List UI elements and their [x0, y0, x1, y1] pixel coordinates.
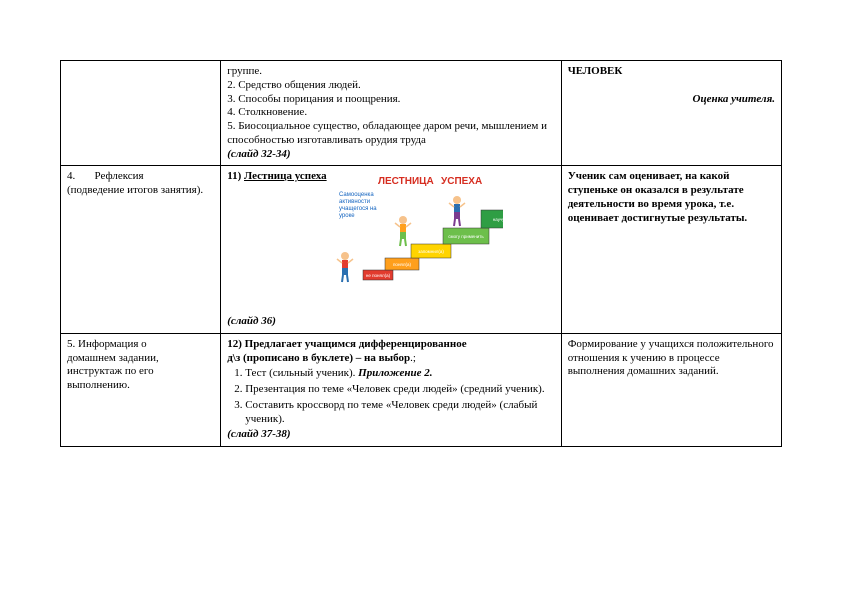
- cell-activity: 11) Лестница успеха ЛЕСТНИЦА УСПЕХА Самооц…: [221, 166, 561, 334]
- svg-text:Самооценка: Самооценка: [339, 192, 374, 198]
- text-line: 3. Способы порицания и поощрения.: [227, 93, 554, 107]
- answer-word: ЧЕЛОВЕК: [568, 65, 775, 79]
- cell-result: ЧЕЛОВЕК Оценка учителя.: [561, 61, 781, 166]
- slide-ref: (слайд 37-38): [227, 428, 554, 442]
- cell-activity: группе. 2. Средство общения людей. 3. Сп…: [221, 61, 561, 166]
- text-line: домашнем задании,: [67, 352, 214, 366]
- svg-text:запомнил(а): запомнил(а): [418, 249, 444, 254]
- table-row: 5. Информация о домашнем задании, инстру…: [61, 333, 782, 446]
- cell-activity: 12) Предлагает учащимся дифференцированн…: [221, 333, 561, 446]
- lesson-plan-table: группе. 2. Средство общения людей. 3. Сп…: [60, 60, 782, 447]
- svg-text:не понял(а): не понял(а): [366, 273, 391, 278]
- item-num: 11): [227, 170, 241, 182]
- list-item: Составить кроссворд по теме «Человек сре…: [245, 399, 554, 427]
- svg-text:учащегося на: учащегося на: [339, 206, 377, 212]
- text-line: 4. Столкновение.: [227, 106, 554, 120]
- svg-text:смогу применить: смогу применить: [448, 234, 484, 239]
- text-line: выполнению.: [67, 379, 214, 393]
- cell-result: Формирование у учащихся положительного о…: [561, 333, 781, 446]
- text-line: группе.: [227, 65, 554, 79]
- text-line: 2. Средство общения людей.: [227, 79, 554, 93]
- svg-text:ЛЕСТНИЦА: ЛЕСТНИЦА: [378, 176, 434, 187]
- slide-ref: (слайд 32-34): [227, 148, 554, 162]
- stage-title: Рефлексия: [95, 170, 144, 182]
- hw-lead: 12) Предлагает учащимся дифференцированн…: [227, 338, 554, 352]
- text-line: инструктаж по его: [67, 365, 214, 379]
- cell-stage: [61, 61, 221, 166]
- success-ladder-illustration: ЛЕСТНИЦА УСПЕХА Самооценкаактивностиучащег…: [333, 170, 503, 315]
- teacher-note: Оценка учителя.: [568, 93, 775, 107]
- text-line: 5. Биосоциальное существо, обладающее да…: [227, 120, 554, 148]
- stage-num: 4.: [67, 170, 75, 182]
- cell-stage: 4. Рефлексия (подведение итогов занятия)…: [61, 166, 221, 334]
- document-page: группе. 2. Средство общения людей. 3. Сп…: [0, 0, 842, 447]
- svg-text:уроке: уроке: [339, 213, 355, 219]
- text-line: 5. Информация о: [67, 338, 214, 352]
- result-text: Формирование у учащихся положительного о…: [568, 338, 774, 378]
- svg-text:понял(а): понял(а): [393, 262, 411, 267]
- table-row: группе. 2. Средство общения людей. 3. Сп…: [61, 61, 782, 166]
- svg-text:активности: активности: [339, 199, 370, 205]
- cell-stage: 5. Информация о домашнем задании, инстру…: [61, 333, 221, 446]
- item-title: Лестница успеха: [244, 170, 327, 182]
- stage-sub: (подведение итогов занятия).: [67, 184, 214, 198]
- hw-lead2: д\з (прописано в буклете) – на выбор.;: [227, 352, 554, 366]
- list-item: Тест (сильный ученик). Приложение 2.: [245, 367, 554, 381]
- svg-text:научу другого: научу другого: [492, 217, 502, 222]
- svg-text:УСПЕХА: УСПЕХА: [441, 176, 482, 187]
- result-text: Ученик сам оценивает, на какой ступеньке…: [568, 170, 748, 223]
- hw-list: Тест (сильный ученик). Приложение 2. Пре…: [245, 367, 554, 426]
- slide-ref: (слайд 36): [227, 315, 554, 329]
- cell-result: Ученик сам оценивает, на какой ступеньке…: [561, 166, 781, 334]
- list-item: Презентация по теме «Человек среди людей…: [245, 383, 554, 397]
- table-row: 4. Рефлексия (подведение итогов занятия)…: [61, 166, 782, 334]
